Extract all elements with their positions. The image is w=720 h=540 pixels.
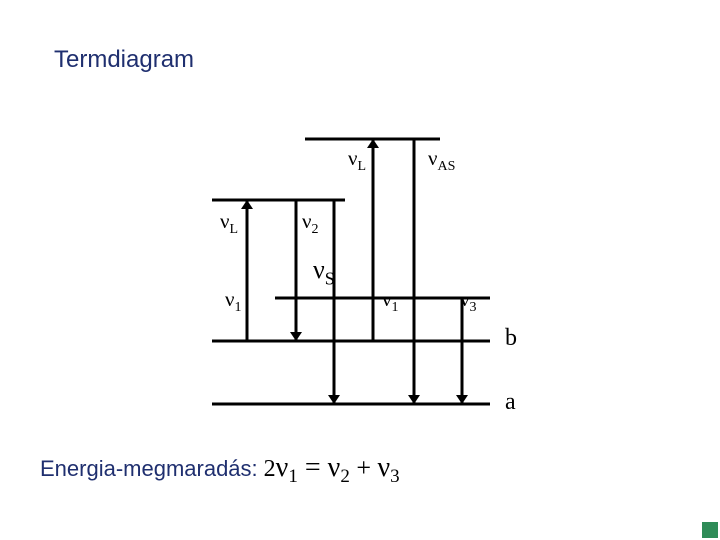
arrow-label: νAS: [428, 146, 455, 174]
arrow-label: ν1: [382, 287, 399, 315]
equation-part: ν: [276, 452, 289, 483]
arrow-label: ν1: [225, 287, 242, 315]
equation-part: ν: [377, 452, 390, 483]
equation-label: Energia-megmaradás:: [40, 456, 258, 481]
equation-part: +: [350, 453, 378, 482]
arrow-label: ν2: [302, 209, 319, 237]
equation-part: 2: [258, 456, 276, 482]
energy-conservation-equation: Energia-megmaradás: 2ν1 = ν2 + ν3: [40, 452, 400, 488]
equation-part: 2: [340, 466, 350, 487]
arrow-label: νL: [220, 209, 238, 237]
equation-part: 3: [390, 466, 400, 487]
arrow-label: νS: [313, 255, 335, 289]
arrow-label: νL: [348, 146, 366, 174]
equation-part: ν: [328, 452, 341, 483]
equation-part: =: [298, 452, 328, 483]
corner-marker: [702, 522, 718, 538]
state-label: a: [505, 389, 516, 416]
equation-part: 1: [288, 466, 298, 487]
state-label: b: [505, 325, 517, 352]
